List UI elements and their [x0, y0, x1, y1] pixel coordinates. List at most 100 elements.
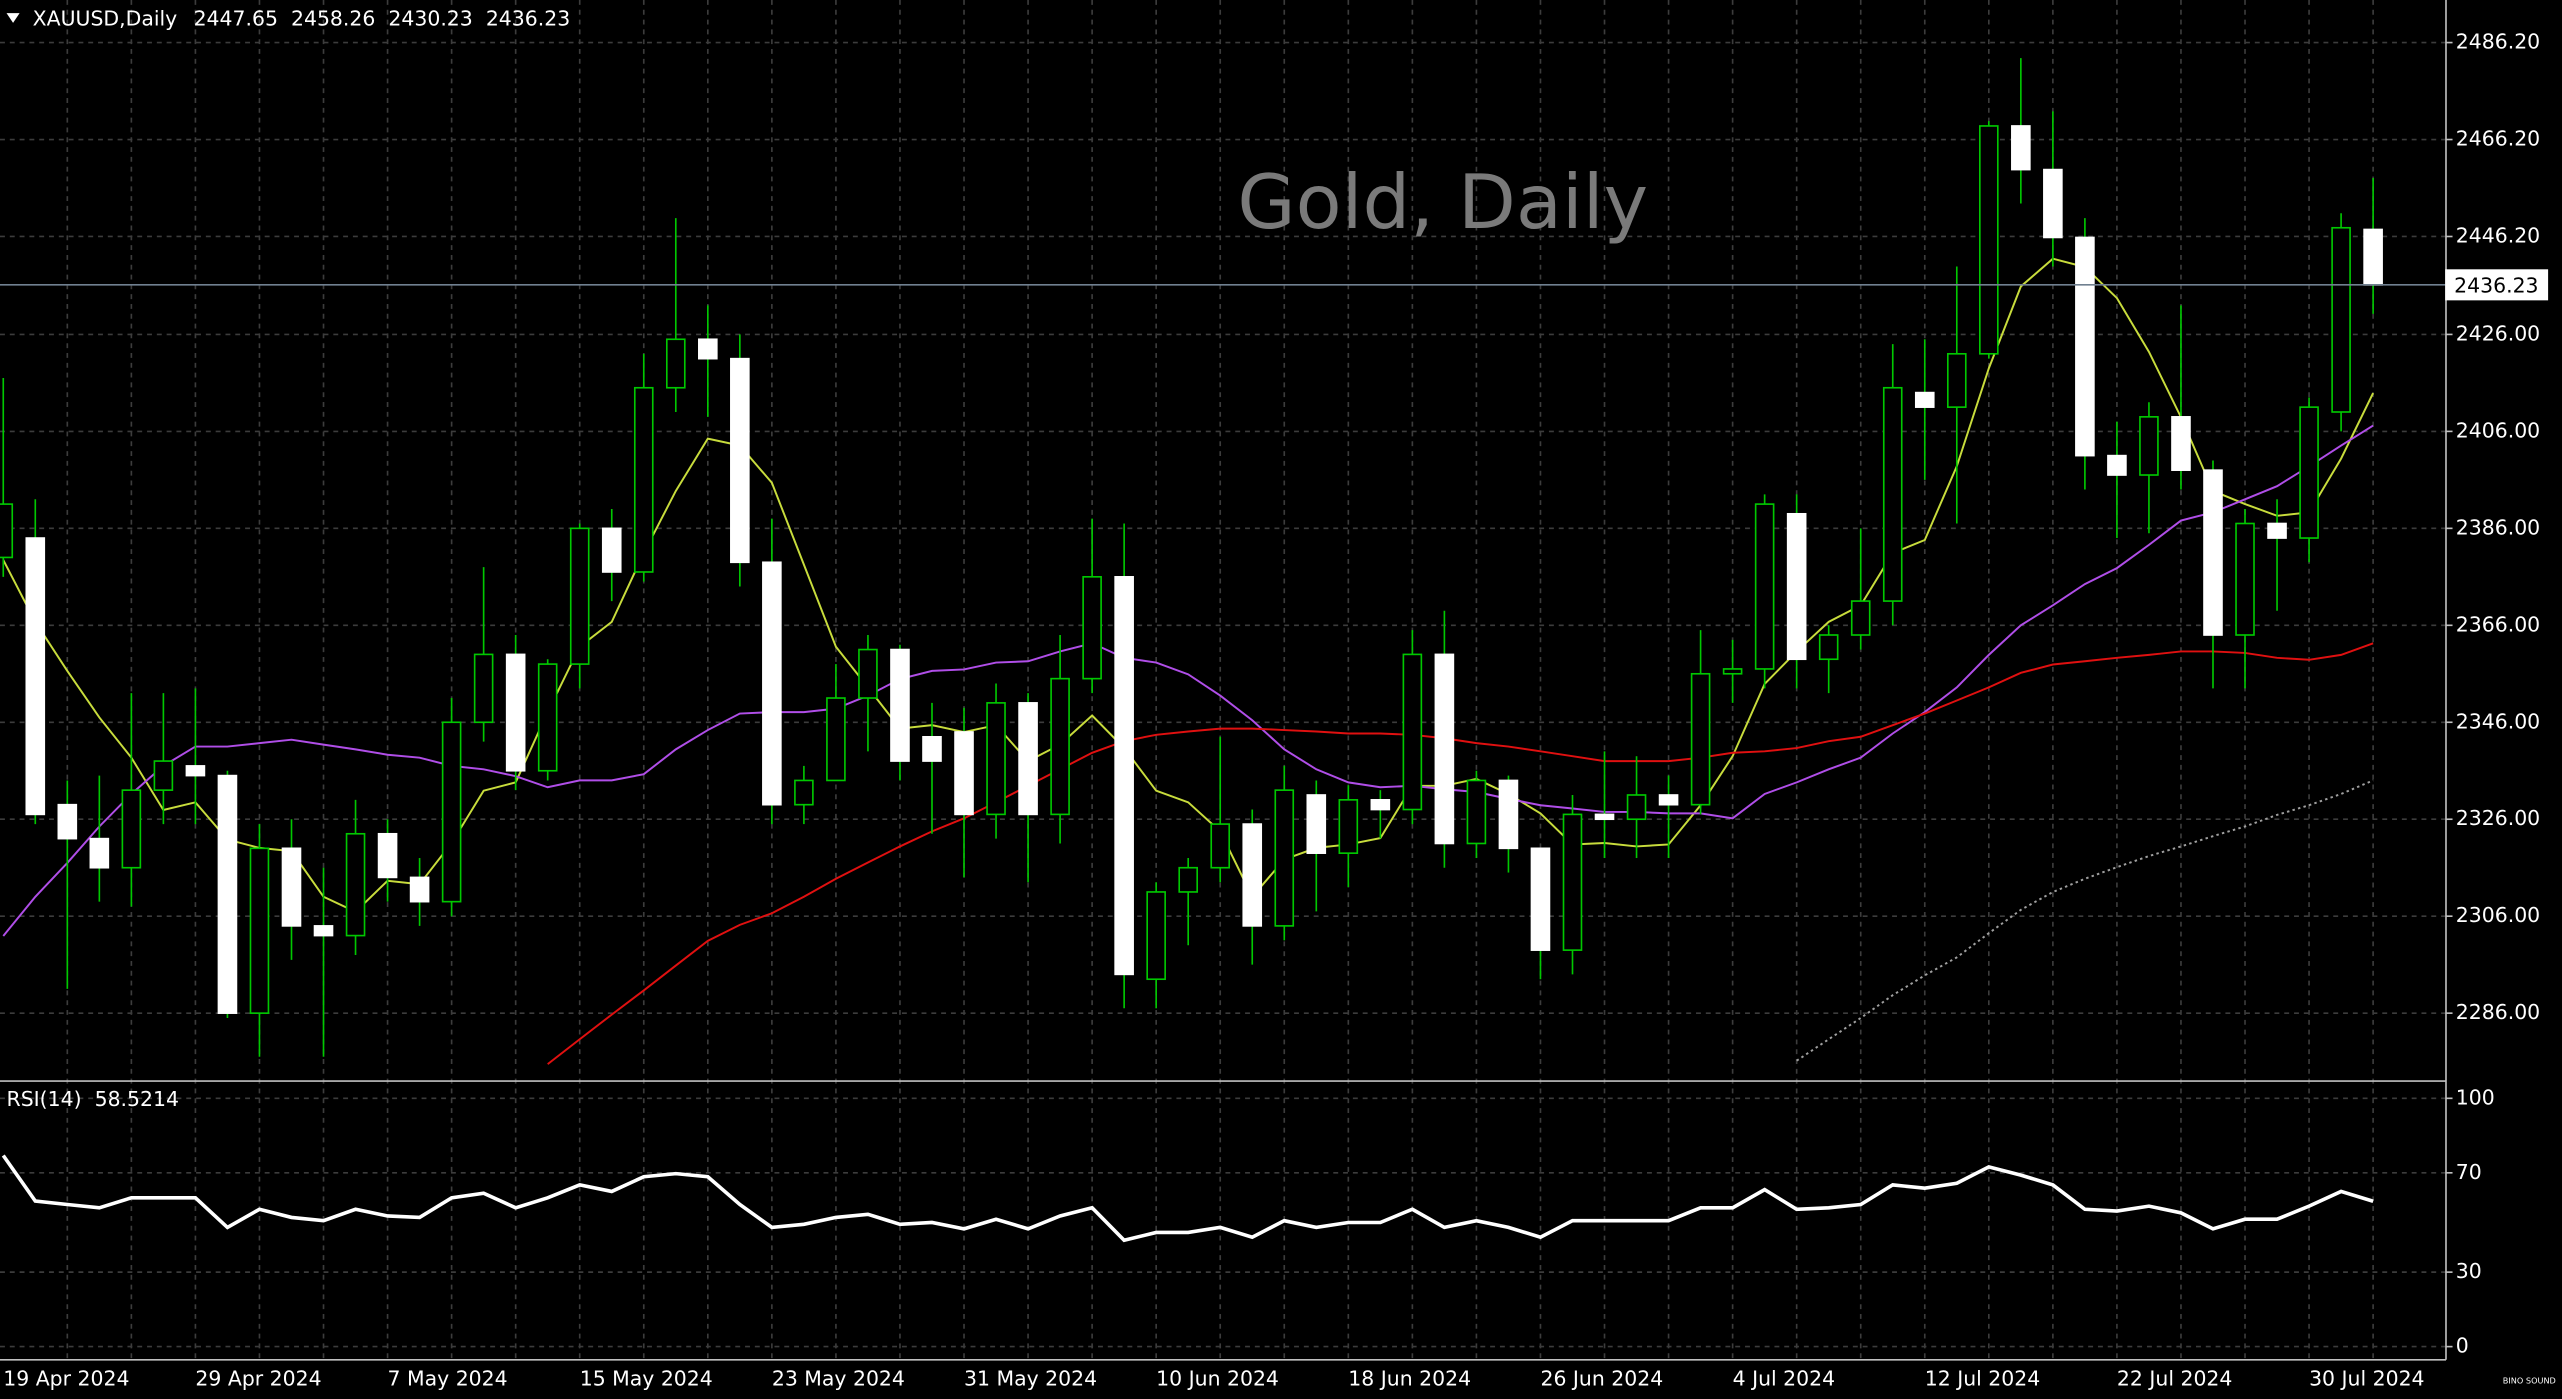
y-tick-label: 2486.20: [2456, 30, 2540, 54]
candle-body: [2107, 454, 2127, 476]
candle-body: [698, 338, 718, 360]
candle-body: [1306, 794, 1327, 854]
y-tick-label: 2446.20: [2456, 223, 2540, 247]
candle-body: [1338, 799, 1359, 854]
candle-body: [762, 561, 782, 806]
candle-body: [537, 663, 558, 772]
candle-body: [633, 386, 654, 573]
candle-body: [377, 832, 398, 879]
x-tick-label: 22 Jul 2024: [2117, 1366, 2232, 1390]
header-low: 2430.23: [388, 7, 472, 31]
candle-body: [1466, 779, 1487, 845]
watermark: Gold, Daily: [1237, 158, 1648, 246]
moving-average: [547, 642, 2374, 1065]
x-tick-label: 19 Apr 2024: [3, 1366, 129, 1390]
candle-body: [1114, 576, 1134, 976]
candle-body: [1946, 352, 1967, 408]
candle-body: [858, 648, 878, 699]
y-tick-label: 2466.20: [2456, 127, 2540, 151]
candle-body: [1818, 634, 1839, 661]
y-tick-label: 100: [2456, 1085, 2495, 1109]
candle-body: [2203, 469, 2223, 636]
candle-body: [922, 735, 942, 762]
candle-body: [505, 653, 526, 772]
candle-body: [1370, 799, 1391, 811]
x-tick-label: 31 May 2024: [964, 1366, 1097, 1390]
y-tick-label: 2306.00: [2456, 903, 2540, 927]
moving-average: [2, 424, 2374, 937]
candle-body: [730, 357, 750, 564]
rsi-line: [1, 1154, 2374, 1243]
x-tick-label: 26 Jun 2024: [1540, 1366, 1663, 1390]
candle-body: [1882, 386, 1903, 602]
candle-body: [281, 847, 302, 927]
x-tick-label: 18 Jun 2024: [1348, 1366, 1471, 1390]
y-tick-label: 30: [2456, 1259, 2482, 1283]
candle-body: [986, 702, 1006, 816]
candle-body: [473, 653, 494, 724]
y-tick-label: 2366.00: [2456, 612, 2540, 636]
candle-body: [0, 503, 14, 559]
candle-body: [1658, 794, 1679, 806]
candle-body: [2139, 416, 2159, 476]
menu-triangle[interactable]: [6, 13, 20, 23]
moving-average: [2, 257, 2374, 913]
candle-body: [2267, 522, 2287, 539]
candle-body: [601, 527, 622, 573]
candle-body: [1274, 789, 1295, 927]
y-tick-label: 2326.00: [2456, 806, 2540, 830]
candle-body: [345, 832, 366, 937]
candle-body: [1178, 866, 1198, 893]
candle-body: [1562, 813, 1583, 951]
candle-body: [1050, 677, 1070, 816]
rsi-header: RSI(14) 58.5214: [7, 1087, 179, 1111]
candle-body: [121, 789, 142, 869]
candle-body: [2043, 168, 2063, 239]
x-tick-label: 15 May 2024: [580, 1366, 713, 1390]
candle-body: [249, 847, 270, 1014]
candle-body: [441, 721, 462, 903]
candle-body: [1850, 600, 1871, 636]
candle-body: [1498, 779, 1519, 850]
candle-body: [1530, 847, 1551, 951]
rsi-title: RSI(14): [7, 1087, 82, 1111]
y-tick-label: 2406.00: [2456, 418, 2540, 442]
candle-body: [1146, 891, 1166, 981]
moving-average: [1796, 779, 2374, 1062]
candle-body: [954, 731, 974, 816]
x-tick-label: 30 Jul 2024: [2309, 1366, 2424, 1390]
candle-body: [89, 837, 110, 869]
header-open: 2447.65: [194, 7, 278, 31]
candle-body: [2363, 228, 2383, 286]
header-high: 2458.26: [291, 7, 375, 31]
candle-body: [2011, 125, 2031, 171]
candle-body: [665, 338, 686, 389]
candle-body: [2235, 522, 2255, 636]
rsi-plot: [1, 1154, 2374, 1243]
candle-body: [153, 760, 174, 791]
candle-body: [1082, 576, 1102, 680]
candle-body: [185, 765, 206, 777]
header: XAUUSD,Daily 2447.65 2458.26 2430.23 243…: [33, 7, 571, 31]
candle-body: [1979, 125, 1999, 355]
candle-body: [2299, 406, 2319, 539]
candle-body: [1402, 653, 1423, 811]
main-plot: [0, 58, 2446, 1065]
candle-body: [409, 876, 430, 903]
candle-body: [1754, 503, 1775, 670]
candle-body: [1786, 512, 1807, 661]
x-tick-label: 12 Jul 2024: [1925, 1366, 2040, 1390]
candle-body: [2331, 226, 2351, 413]
logo: BINO SOUND: [2503, 1376, 2556, 1386]
x-tick-label: 10 Jun 2024: [1156, 1366, 1279, 1390]
candle-body: [1434, 653, 1455, 845]
candle-body: [1722, 668, 1743, 675]
price-tag: 2436.23: [2454, 273, 2538, 297]
x-tick-label: 29 Apr 2024: [195, 1366, 321, 1390]
candle-body: [217, 774, 238, 1014]
candle-body: [1210, 823, 1231, 869]
header-close: 2436.23: [486, 7, 570, 31]
candle-body: [1242, 823, 1263, 927]
